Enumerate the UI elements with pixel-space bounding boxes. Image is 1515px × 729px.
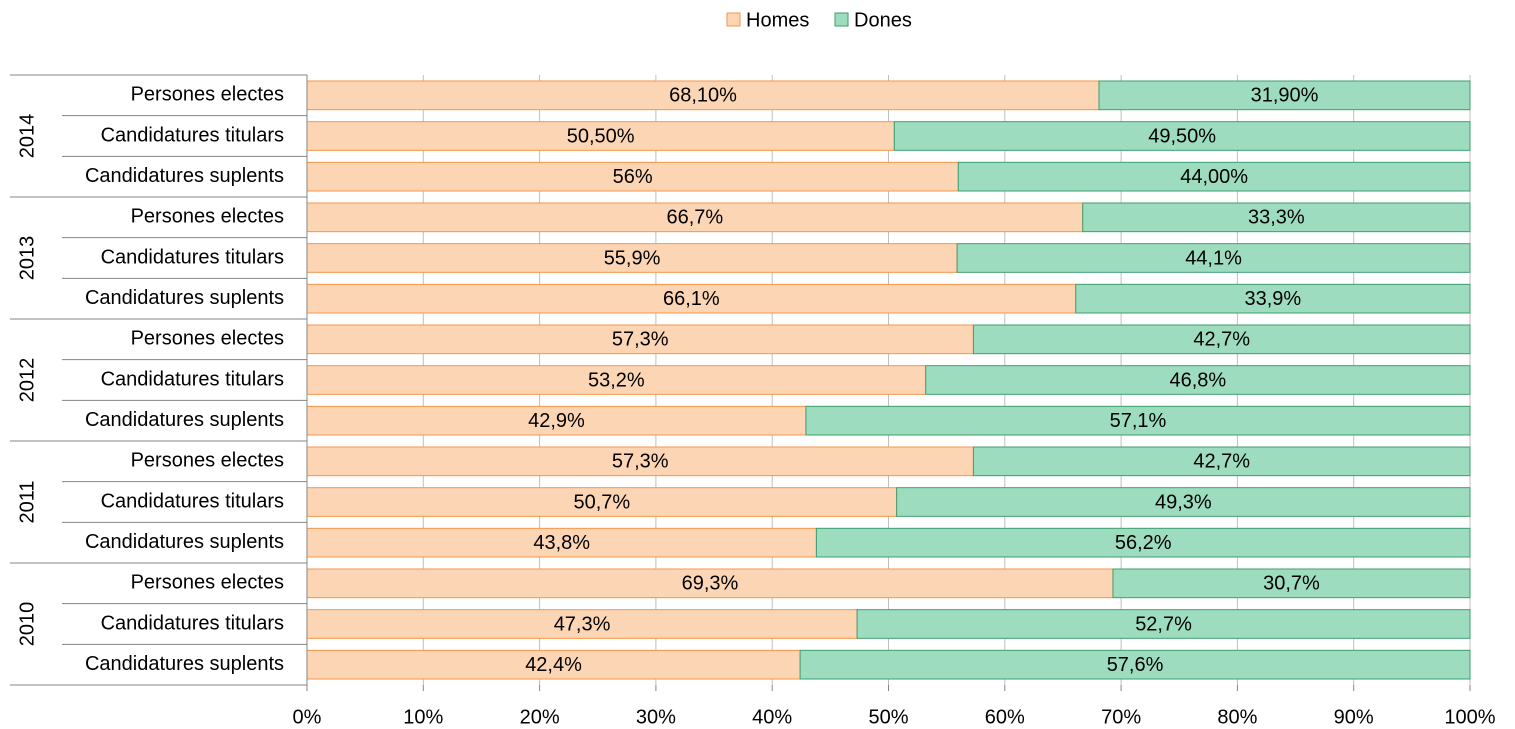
group-label: 2013 <box>16 236 38 281</box>
bar-segment <box>972 446 1471 477</box>
x-tick-label: 10% <box>403 706 443 728</box>
bar-segment <box>1082 202 1471 233</box>
y-tick-label: Persones electes <box>131 328 284 350</box>
bar-segment <box>815 527 1471 558</box>
data-label: 55,9% <box>604 247 661 269</box>
bar-segment <box>896 487 1471 517</box>
data-label: 52,7% <box>1135 613 1192 635</box>
legend-swatch <box>726 12 741 27</box>
y-tick-label: Candidatures titulars <box>101 612 284 634</box>
y-tick-label: Candidatures titulars <box>101 124 284 146</box>
y-tick-label: Candidatures titulars <box>101 490 284 512</box>
data-label: 50,50% <box>567 125 635 147</box>
bar-segment <box>925 365 1471 395</box>
x-tick-label: 70% <box>1101 706 1141 728</box>
bar-segment <box>956 243 1471 273</box>
data-label: 43,8% <box>533 532 590 554</box>
bar-segment <box>1098 80 1471 111</box>
group-label: 2012 <box>16 358 38 403</box>
data-label: 31,90% <box>1251 85 1319 107</box>
data-label: 69,3% <box>682 573 739 595</box>
data-label: 66,1% <box>663 288 720 310</box>
data-label: 30,7% <box>1263 573 1320 595</box>
data-label: 57,1% <box>1110 410 1167 432</box>
bar-segment <box>306 121 895 151</box>
bar-segment <box>893 121 1471 151</box>
legend-label: Dones <box>854 9 912 31</box>
x-tick-label: 20% <box>520 706 560 728</box>
x-tick-label: 30% <box>636 706 676 728</box>
bar-segment <box>306 161 959 192</box>
data-label: 57,3% <box>612 451 669 473</box>
data-label: 42,7% <box>1193 451 1250 473</box>
x-tick-label: 80% <box>1217 706 1257 728</box>
y-tick-label: Candidatures suplents <box>85 531 284 553</box>
x-tick-label: 0% <box>293 706 322 728</box>
legend-label: Homes <box>746 9 809 31</box>
data-label: 42,7% <box>1193 329 1250 351</box>
bar-segment <box>805 405 1471 436</box>
y-tick-label: Candidatures suplents <box>85 653 284 675</box>
y-tick-label: Persones electes <box>131 206 284 228</box>
bar-segment <box>306 365 927 395</box>
data-label: 56% <box>613 166 653 188</box>
data-label: 57,3% <box>612 329 669 351</box>
bar-segment <box>306 202 1084 233</box>
data-label: 33,3% <box>1248 207 1305 229</box>
data-label: 50,7% <box>573 491 630 513</box>
y-tick-label: Candidatures suplents <box>85 409 284 431</box>
data-label: 33,9% <box>1245 288 1302 310</box>
bar-segment <box>972 324 1471 355</box>
data-label: 42,9% <box>528 410 585 432</box>
data-label: 42,4% <box>525 654 582 676</box>
bar-segment <box>856 609 1471 639</box>
y-tick-label: Candidatures suplents <box>85 165 284 187</box>
data-label: 56,2% <box>1115 532 1172 554</box>
data-label: 68,10% <box>669 85 737 107</box>
x-tick-label: 50% <box>868 706 908 728</box>
y-tick-label: Candidatures titulars <box>101 368 284 390</box>
data-label: 44,00% <box>1180 166 1248 188</box>
data-label: 57,6% <box>1107 654 1164 676</box>
x-tick-label: 100% <box>1444 706 1495 728</box>
legend-swatch <box>834 12 849 27</box>
x-tick-label: 60% <box>985 706 1025 728</box>
y-tick-label: Persones electes <box>131 450 284 472</box>
x-tick-label: 90% <box>1334 706 1374 728</box>
data-label: 49,50% <box>1148 125 1216 147</box>
data-label: 53,2% <box>588 369 645 391</box>
group-label: 2014 <box>16 114 38 159</box>
bar-segment <box>957 161 1471 192</box>
y-tick-label: Candidatures titulars <box>101 246 284 268</box>
data-label: 49,3% <box>1155 491 1212 513</box>
bar-segment <box>306 649 801 680</box>
bar-segment <box>799 649 1471 680</box>
bar-segment <box>306 80 1100 111</box>
y-tick-label: Persones electes <box>131 572 284 594</box>
data-label: 46,8% <box>1169 369 1226 391</box>
bar-segment <box>306 527 817 558</box>
data-label: 66,7% <box>667 207 724 229</box>
x-tick-label: 40% <box>752 706 792 728</box>
bar-segment <box>1112 568 1471 599</box>
group-label: 2010 <box>16 602 38 647</box>
data-label: 47,3% <box>554 613 611 635</box>
bar-segment <box>306 324 974 355</box>
bar-segment <box>1075 283 1471 314</box>
group-label: 2011 <box>16 480 38 523</box>
data-label: 44,1% <box>1185 247 1242 269</box>
y-tick-label: Candidatures suplents <box>85 287 284 309</box>
y-tick-label: Persones electes <box>131 84 284 106</box>
